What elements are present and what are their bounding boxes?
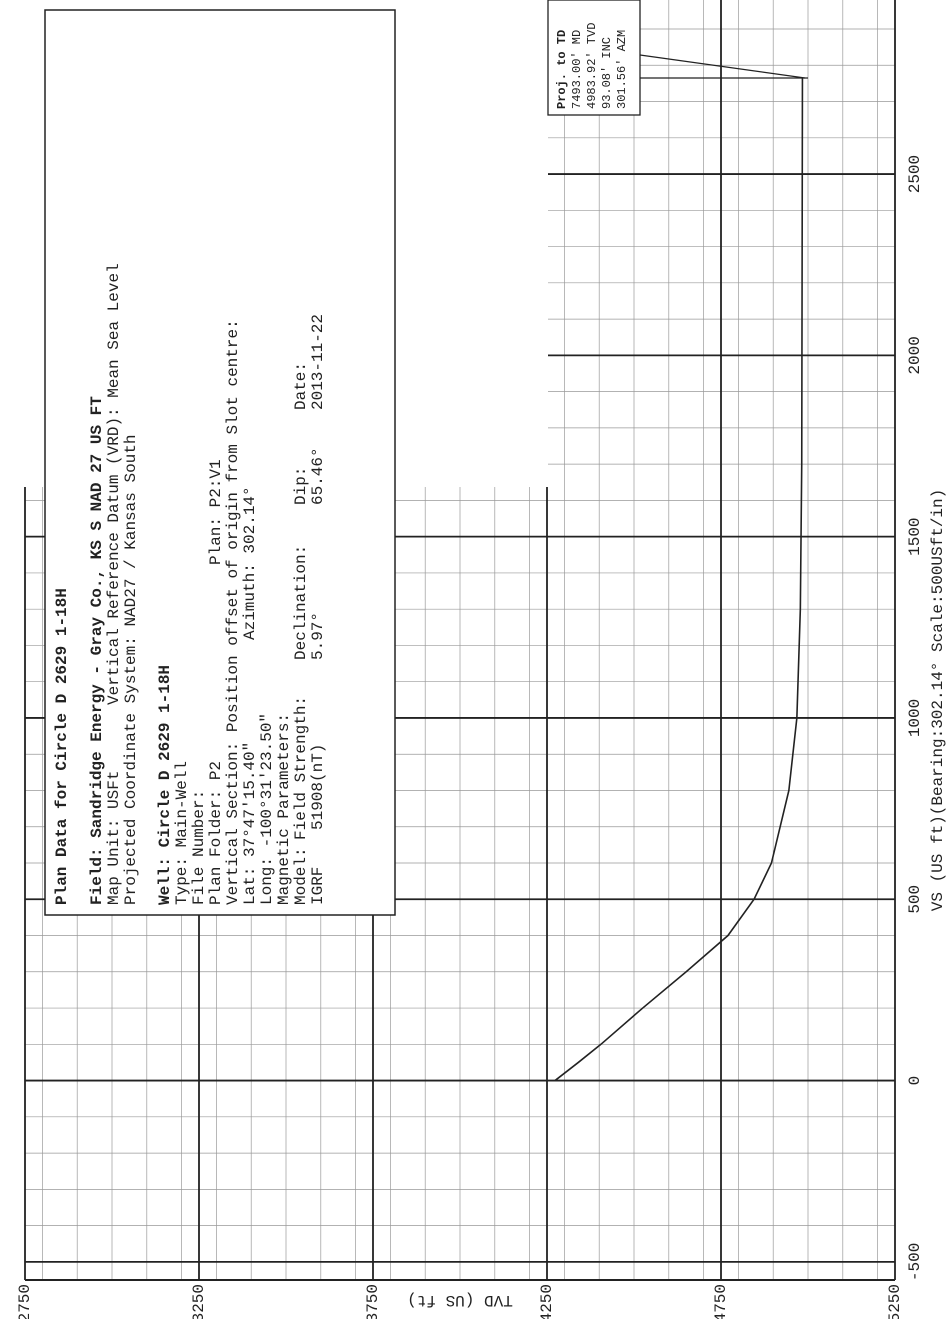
box-title: Plan Data for Circle D 2629 1-18H: [53, 588, 71, 905]
field: Field: Sandridge Energy - Gray Co., KS S…: [88, 396, 106, 905]
vrd: Vertical Reference Datum (VRD): Mean Sea…: [105, 263, 123, 705]
x-tick-label: 500: [906, 885, 924, 914]
x-tick-label: 2000: [906, 336, 924, 374]
mag-value: IGRF: [309, 867, 327, 905]
coord-system: Projected Coordinate System: NAD27 / Kan…: [122, 435, 140, 905]
x-tick-label: -500: [906, 1243, 924, 1281]
well-path: [554, 77, 804, 1082]
proj-line: [639, 54, 806, 79]
y-tick-label: 4750: [712, 1284, 730, 1319]
x-tick-label: 2500: [906, 155, 924, 193]
mag-value: 2013-11-22: [309, 314, 327, 410]
y-tick-label: 3250: [190, 1284, 208, 1319]
mag-header: Date:: [292, 362, 310, 410]
x-axis-title: VS (US ft)(Bearing:302.14° Scale:500USft…: [929, 489, 947, 911]
x-tick-label: 1000: [906, 699, 924, 737]
well-type: Type: Main-Well: [173, 761, 191, 905]
mag-header: Declination:: [292, 545, 310, 660]
azimuth: Azimuth: 302.14°: [241, 486, 259, 640]
proj-title: Proj. to TD: [555, 30, 569, 109]
y-tick-label: 2750: [16, 1284, 34, 1319]
plan-folder: Plan Folder: P2: [207, 761, 225, 905]
proj-line-text: 93.08' INC: [600, 37, 614, 109]
mag-value: 51908(nT): [309, 744, 327, 830]
proj-frame: [547, 0, 641, 116]
proj-line-text: 301.56' AZM: [615, 30, 629, 109]
mag-value: 65.46°: [309, 447, 327, 505]
vertical-section: Vertical Section: Position offset of ori…: [224, 319, 242, 905]
plan-data-box: Plan Data for Circle D 2629 1-18H Field:…: [44, 9, 396, 916]
mag-value: 5.97°: [309, 612, 327, 660]
y-tick-label: 3750: [364, 1284, 382, 1319]
x-tick-label: 0: [906, 1076, 924, 1086]
mag-header: Dip:: [292, 467, 310, 505]
box-frame: [44, 9, 396, 916]
proj-line-text: 4983.92' TVD: [585, 23, 599, 109]
x-tick-label: 1500: [906, 517, 924, 555]
mag-header: Field Strength:: [292, 696, 310, 840]
mag-header: Model:: [292, 847, 310, 905]
well: Well: Circle D 2629 1-18H: [156, 665, 174, 905]
file-number: File Number:: [190, 790, 208, 905]
map-unit: Map Unit: USFt: [105, 771, 123, 905]
projection-box: Proj. to TD 7493.00' MD 4983.92' TVD 93.…: [547, 0, 808, 116]
proj-line-text: 7493.00' MD: [570, 30, 584, 109]
plan: Plan: P2:V1: [207, 459, 225, 565]
y-tick-label: 4250: [538, 1284, 556, 1319]
y-axis-title: TVD (US ft): [407, 1291, 513, 1309]
lat: Lat: 37°47'15.40": [241, 742, 259, 905]
long: Long: -100°31'23.50": [258, 713, 276, 905]
magnetic: Magnetic Parameters:: [275, 713, 293, 905]
y-tick-label: 5250: [886, 1284, 904, 1319]
